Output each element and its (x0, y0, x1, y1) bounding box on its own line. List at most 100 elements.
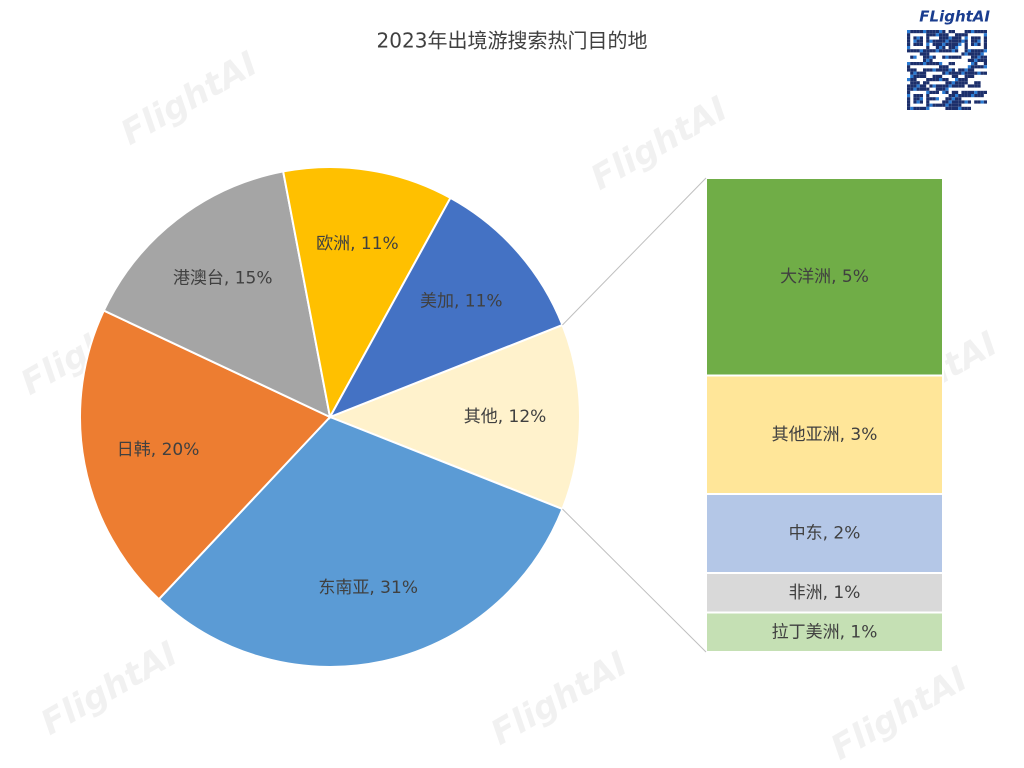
qr-cell (939, 78, 943, 82)
qr-cell (913, 106, 917, 110)
qr-cell (967, 71, 971, 75)
qr-cell (945, 68, 949, 72)
qr-cell (971, 84, 975, 88)
qr-cell (935, 39, 939, 43)
qr-cell (958, 100, 962, 104)
qr-cell (948, 68, 952, 72)
pie-slice (327, 196, 564, 419)
qr-cell (955, 74, 959, 78)
qr-cell (932, 33, 936, 37)
qr-cell (939, 49, 943, 53)
qr-cell (907, 46, 911, 50)
qr-cell (980, 55, 984, 59)
qr-cell (942, 65, 946, 69)
qr-cell (913, 71, 917, 75)
qr-cell (916, 49, 920, 53)
qr-cell (955, 100, 959, 104)
qr-cell (939, 62, 943, 66)
qr-cell (907, 42, 911, 46)
qr-cell (951, 81, 955, 85)
qr-cell (971, 30, 975, 34)
qr-cell (913, 100, 917, 104)
qr-cell (967, 100, 971, 104)
qr-cell (945, 71, 949, 75)
qr-cell (958, 42, 962, 46)
qr-cell (926, 55, 930, 59)
qr-cell (974, 52, 978, 56)
qr-cell (971, 49, 975, 53)
qr-cell (977, 52, 981, 56)
qr-cell (945, 103, 949, 107)
qr-cell (980, 52, 984, 56)
qr-cell (967, 49, 971, 53)
qr-cell (958, 81, 962, 85)
qr-cell (967, 52, 971, 56)
qr-cell (980, 58, 984, 62)
qr-cell (951, 46, 955, 50)
qr-cell (974, 81, 978, 85)
qr-cell (974, 100, 978, 104)
qr-cell (980, 30, 984, 34)
qr-cell (967, 68, 971, 72)
qr-cell (919, 30, 923, 34)
qr-cell (964, 106, 968, 110)
qr-cell (955, 55, 959, 59)
qr-cell (974, 84, 978, 88)
qr-cell (942, 68, 946, 72)
qr-cell (945, 55, 949, 59)
qr-cell (939, 87, 943, 91)
qr-cell (907, 106, 911, 110)
qr-cell (983, 71, 987, 75)
qr-cell (964, 100, 968, 104)
qr-cell (939, 84, 943, 88)
qr-cell (916, 84, 920, 88)
connector-line (562, 177, 707, 326)
qr-cell (961, 90, 965, 94)
qr-cell (929, 55, 933, 59)
qr-cell (919, 74, 923, 78)
qr-cell (958, 68, 962, 72)
qr-cell (974, 90, 978, 94)
qr-cell (967, 65, 971, 69)
qr-cell (958, 84, 962, 88)
qr-cell (977, 84, 981, 88)
qr-cell (948, 106, 952, 110)
qr-cell (942, 78, 946, 82)
qr-cell (955, 81, 959, 85)
qr-cell (919, 42, 923, 46)
qr-cell (967, 30, 971, 34)
qr-cell (977, 30, 981, 34)
qr-cell (907, 87, 911, 91)
qr-cell (964, 94, 968, 98)
qr-cell (964, 81, 968, 85)
qr-cell (971, 65, 975, 69)
qr-cell (948, 94, 952, 98)
qr-cell (929, 39, 933, 43)
qr-cell (955, 46, 959, 50)
qr-cell (929, 78, 933, 82)
qr-cell (907, 33, 911, 37)
bar-segment (705, 611, 944, 653)
qr-cell (939, 74, 943, 78)
qr-cell (977, 42, 981, 46)
qr-cell (945, 90, 949, 94)
qr-cell (913, 94, 917, 98)
qr-cell (935, 68, 939, 72)
qr-cell (907, 97, 911, 101)
qr-cell (907, 68, 911, 72)
qr-cell (974, 36, 978, 40)
qr-cell (977, 39, 981, 43)
qr-cell (961, 78, 965, 82)
qr-cell (923, 81, 927, 85)
qr-cell (932, 78, 936, 82)
qr-cell (926, 78, 930, 82)
bar-label: 中东, 2% (789, 524, 861, 544)
qr-cell (945, 36, 949, 40)
qr-cell (942, 39, 946, 43)
qr-cell (945, 65, 949, 69)
qr-cell (907, 49, 911, 53)
qr-cell (961, 33, 965, 37)
qr-cell (958, 36, 962, 40)
qr-cell (983, 39, 987, 43)
